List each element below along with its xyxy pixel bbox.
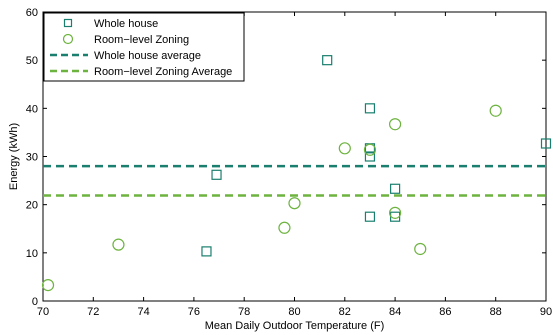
x-tick-label: 74 — [137, 306, 149, 318]
x-axis-label: Mean Daily Outdoor Temperature (F) — [205, 320, 385, 332]
x-tick-label: 78 — [238, 306, 250, 318]
data-markers — [41, 55, 552, 292]
reference-lines — [43, 164, 546, 197]
whole-house-marker — [390, 183, 401, 194]
legend-box — [43, 12, 245, 82]
whole-house-marker — [364, 151, 376, 162]
y-tick-label: 30 — [26, 152, 38, 164]
x-tick-label: 84 — [389, 306, 401, 318]
x-tick-label: 88 — [490, 306, 502, 318]
zoning-marker — [414, 242, 427, 256]
x-tick-label: 90 — [540, 306, 552, 318]
legend-square-icon — [63, 18, 73, 28]
zoning-marker — [41, 279, 55, 292]
x-tick-label: 82 — [339, 306, 351, 318]
zoning-marker — [363, 143, 377, 156]
legend-label: Whole house — [94, 18, 158, 30]
zoning-marker — [112, 238, 125, 251]
x-tick-label: 76 — [188, 306, 200, 318]
zoning-marker — [489, 104, 502, 117]
y-tick-label: 50 — [26, 55, 38, 67]
legend: Whole house Room−level Zoning Whole house … — [43, 12, 245, 82]
whole-house-marker — [201, 246, 212, 257]
whole-house-marker — [364, 211, 376, 222]
y-axis-label: Energy (kWh) — [8, 123, 20, 190]
y-tick-label: 40 — [26, 103, 38, 115]
x-tick-label: 72 — [87, 306, 99, 318]
x-tick-label: 70 — [37, 306, 49, 318]
whole-house-marker — [322, 55, 333, 66]
zoning-marker — [288, 197, 301, 210]
y-tick-label: 10 — [26, 248, 38, 260]
x-axis: 70 72 74 76 78 80 82 84 86 88 90 — [37, 12, 552, 318]
zoning-marker — [389, 118, 402, 131]
legend-label: Room−level Zoning Average — [94, 66, 232, 78]
x-tick-label: 80 — [288, 306, 300, 318]
x-tick-label: 86 — [439, 306, 451, 318]
whole-house-marker — [364, 103, 376, 114]
whole-house-marker — [211, 169, 222, 180]
legend-label: Whole house average — [94, 50, 201, 62]
y-tick-label: 60 — [26, 7, 38, 19]
whole-house-marker — [540, 138, 552, 149]
zoning-marker — [338, 142, 351, 155]
y-axis: 0 10 20 30 40 50 60 — [26, 7, 546, 308]
legend-circle-icon — [62, 33, 74, 45]
zoning-marker — [278, 221, 291, 234]
y-tick-label: 20 — [26, 200, 38, 212]
y-tick-label: 0 — [32, 296, 38, 308]
legend-label: Room−level Zoning — [94, 34, 189, 46]
zoning-marker — [389, 206, 402, 219]
